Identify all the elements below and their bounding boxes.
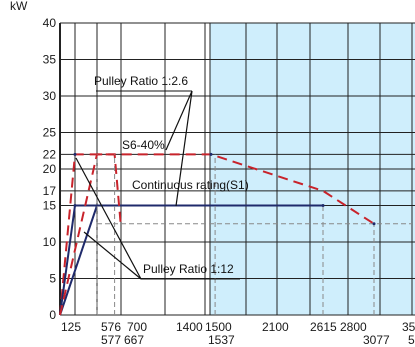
data-point [73,204,77,207]
x-tick-label: 2615 [310,320,337,334]
y-tick-label: 35 [43,53,57,67]
x-tick-label: 700 [127,320,147,334]
x-tick-label: 1537 [208,333,235,347]
data-point [321,204,325,207]
y-tick-label: 10 [43,235,57,249]
x-tick-label: 5 [408,333,415,347]
data-point [209,152,213,156]
annotation-s6-40: S6-40% [122,138,165,152]
x-tick-label: 667 [124,333,144,347]
series-line [59,205,98,316]
series-line [59,153,122,316]
y-axis-unit-label: kW [10,0,28,13]
data-point [73,152,77,156]
y-tick-label: 17 [43,184,57,198]
series-layer [59,152,412,316]
pulley-ratio-2-6-leader [165,90,193,151]
pulley-ratio-12-leader [75,157,142,280]
pulley-ratio-12-leader [83,231,142,280]
annotation-pulley-ratio-12: Pulley Ratio 1:12 [143,262,234,276]
y-tick-label: 15 [43,199,57,213]
y-tick-label: 30 [43,89,57,103]
y-tick-label: 25 [43,126,57,140]
x-tick-label: 125 [61,320,81,334]
y-tick-label: 5 [49,272,56,286]
grid [59,22,415,316]
x-tick-label: 35 [402,320,415,334]
x-tick-label: 2100 [262,320,289,334]
annotation-continuous-rating: Continuous rating(S1) [132,178,249,192]
annotation-pulley-ratio-2-6: Pulley Ratio 1:2.6 [94,74,188,88]
pulley-ratio-2-6-leader [175,90,193,207]
x-tick-label: 577 [101,333,121,347]
data-point [372,222,376,226]
x-tick-label: 1400 [176,320,203,334]
x-tick-label: 2800 [340,320,367,334]
x-tick-label: 576 [101,320,121,334]
y-tick-label: 22 [43,147,57,161]
y-tick-label: 20 [43,162,57,176]
y-tick-label: 0 [49,308,56,322]
y-tick-label: 40 [43,16,57,30]
x-tick-label: 3077 [363,333,390,347]
x-tick-label: 1500 [205,320,232,334]
